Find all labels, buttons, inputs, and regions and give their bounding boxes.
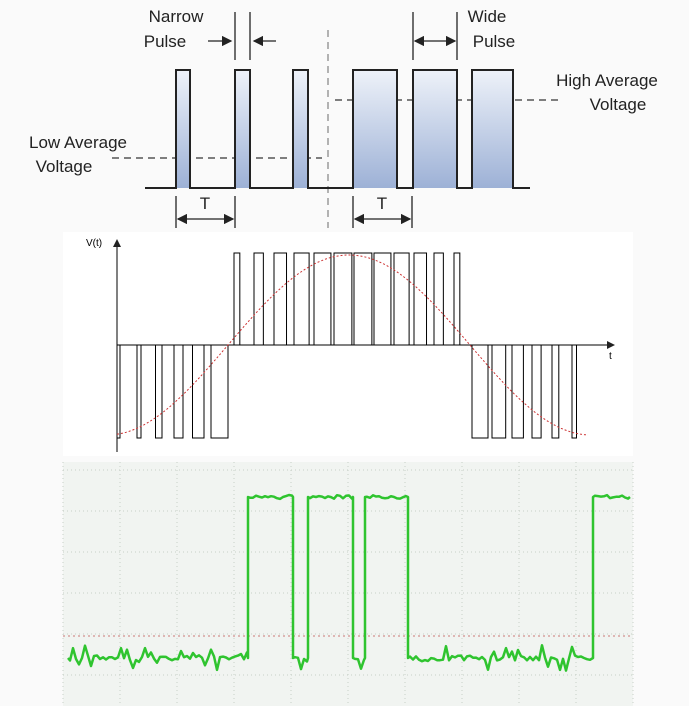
period-label: T — [200, 194, 210, 213]
x-axis-label: t — [609, 351, 612, 362]
pulse-fill — [413, 70, 457, 188]
period-label: T — [377, 194, 387, 213]
y-axis-label: V(t) — [86, 238, 102, 249]
pulse-fill — [176, 70, 190, 188]
wide-label: Pulse — [473, 32, 516, 51]
narrow-label: Pulse — [144, 32, 187, 51]
high-average-label: High Average — [556, 71, 658, 90]
oscilloscope — [63, 462, 633, 706]
pulse-fill — [293, 70, 308, 188]
pulse-fill — [353, 70, 397, 188]
narrow-label: Narrow — [149, 7, 205, 26]
low-average-label: Voltage — [36, 157, 93, 176]
high-average-label: Voltage — [590, 95, 647, 114]
sine-pwm: V(t) t — [63, 232, 633, 456]
wide-label: Wide — [468, 7, 507, 26]
pulse-fill — [235, 70, 250, 188]
low-average-label: Low Average — [29, 133, 127, 152]
page: Narrow Pulse Wide Pulse High Average Vol… — [0, 0, 689, 706]
pulse-fill — [472, 70, 513, 188]
